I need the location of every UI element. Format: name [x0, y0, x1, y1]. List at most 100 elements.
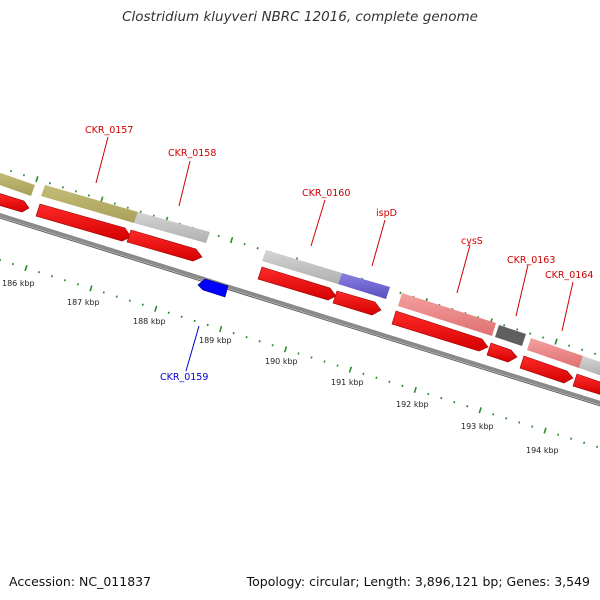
feature-bar-dark [495, 325, 526, 346]
minor-tick [375, 376, 378, 379]
genome-backbone-shadow [0, 217, 600, 407]
minor-tick [516, 328, 519, 331]
major-tick [283, 346, 288, 353]
minor-tick [336, 364, 339, 367]
minor-tick [427, 392, 430, 396]
feature-bar-olive [41, 185, 138, 223]
minor-tick [206, 323, 209, 327]
leader-line [310, 199, 326, 247]
minor-tick [388, 380, 391, 384]
minor-tick [76, 283, 79, 286]
inner-tick-row [0, 258, 599, 449]
minor-tick [87, 194, 90, 197]
feature-bar-grey [262, 250, 342, 284]
topology-text: Topology: circular; Length: 3,896,121 bp… [246, 574, 590, 589]
feature-bar-pink [527, 338, 583, 368]
minor-tick [310, 356, 313, 359]
minor-tick [232, 331, 235, 335]
cds-arrow-forward [391, 310, 489, 352]
scale-label: 187 kbp [67, 298, 100, 307]
minor-tick [37, 270, 40, 274]
leader-line [456, 244, 471, 294]
minor-tick [258, 340, 261, 343]
minor-tick [102, 291, 105, 294]
minor-tick [503, 324, 506, 327]
gene-label-ckr-0164: CKR_0164 [545, 270, 593, 281]
minor-tick [557, 433, 560, 436]
minor-tick [22, 173, 26, 177]
scale-label: 188 kbp [133, 317, 166, 326]
cds-arrow-forward [332, 290, 382, 316]
cds-arrow-forward [126, 229, 203, 262]
scale-label: 190 kbp [265, 357, 298, 366]
minor-tick [245, 335, 248, 339]
cds-arrow-forward [35, 203, 132, 242]
scale-label: 189 kbp [199, 336, 232, 345]
leader-line [185, 325, 200, 372]
genome-title: Clostridium kluyveri NBRC 12016, complet… [122, 9, 478, 25]
minor-tick [11, 262, 15, 266]
minor-tick [505, 417, 508, 420]
gene-label-ckr-0163: CKR_0163 [507, 255, 555, 266]
minor-tick [271, 344, 274, 347]
scale-label: 186 kbp [2, 279, 35, 288]
minor-tick [453, 400, 456, 404]
leader-line [515, 264, 529, 317]
scale-label: 192 kbp [396, 400, 429, 409]
minor-tick [362, 372, 365, 375]
minor-tick [466, 405, 469, 408]
minor-tick [440, 396, 443, 400]
minor-tick [167, 311, 170, 315]
minor-tick [492, 413, 495, 416]
forward-cds-track [0, 193, 600, 395]
genome-backbone [0, 213, 600, 405]
minor-tick [399, 291, 402, 295]
gene-labels: CKR_0157 CKR_0158 CKR_0159 CKR_0160 ispD… [85, 125, 593, 383]
minor-tick [401, 384, 404, 388]
scale-label: 191 kbp [331, 378, 364, 387]
feature-track [0, 172, 600, 376]
minor-tick [139, 210, 142, 213]
gene-label-ispd: ispD [376, 208, 397, 219]
minor-tick [542, 336, 545, 339]
cds-arrow-forward [257, 266, 337, 301]
major-tick [229, 236, 234, 244]
minor-tick [126, 206, 129, 209]
minor-tick [243, 242, 246, 246]
accession-text: Accession: NC_011837 [9, 574, 152, 589]
major-tick [89, 285, 93, 292]
minor-tick [594, 352, 597, 356]
feature-bar-purple [338, 273, 390, 299]
minor-tick [323, 360, 326, 363]
cds-arrow-forward [572, 373, 600, 395]
major-tick [35, 176, 39, 183]
scale-label: 194 kbp [526, 446, 559, 455]
feature-bar-olive [0, 172, 35, 196]
minor-tick [74, 190, 77, 193]
gene-leader-lines [95, 136, 574, 372]
major-tick [219, 325, 223, 333]
minor-tick [217, 234, 220, 238]
minor-tick [256, 247, 259, 250]
gene-label-ckr-0158: CKR_0158 [168, 148, 216, 159]
leader-line [178, 160, 191, 207]
minor-tick [9, 169, 13, 173]
minor-tick [568, 344, 571, 347]
minor-tick [48, 182, 51, 185]
major-tick [24, 265, 28, 272]
feature-bar-grey [134, 212, 210, 243]
major-tick [154, 305, 158, 312]
cds-arrow-forward [0, 193, 30, 213]
major-tick [543, 427, 547, 434]
major-tick [554, 338, 558, 345]
feature-bar-grey [579, 356, 600, 376]
minor-tick [61, 186, 64, 189]
minor-tick [113, 202, 116, 205]
minor-tick [297, 352, 300, 355]
minor-tick [180, 315, 183, 319]
minor-tick [531, 425, 534, 428]
minor-tick [583, 441, 586, 444]
minor-tick [529, 332, 532, 335]
minor-tick [596, 445, 599, 449]
